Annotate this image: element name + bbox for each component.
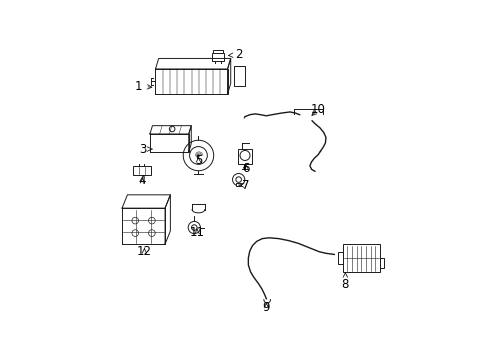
Text: 12: 12 (137, 245, 152, 258)
Circle shape (148, 230, 155, 237)
Circle shape (192, 225, 197, 230)
Circle shape (233, 174, 245, 186)
Circle shape (188, 221, 200, 234)
Bar (133, 166, 150, 175)
Circle shape (240, 150, 250, 161)
Text: 10: 10 (310, 103, 325, 116)
Circle shape (170, 126, 175, 132)
Text: 1: 1 (135, 80, 152, 93)
Text: 9: 9 (263, 301, 270, 314)
Circle shape (148, 217, 155, 224)
Bar (338, 252, 343, 264)
Bar (212, 53, 224, 61)
Bar (234, 67, 245, 86)
Circle shape (236, 177, 242, 183)
Text: 8: 8 (342, 273, 349, 291)
Text: 5: 5 (195, 154, 202, 167)
Bar (343, 244, 380, 272)
Bar (213, 50, 223, 53)
Circle shape (132, 217, 139, 224)
Text: 2: 2 (228, 48, 243, 61)
Text: 7: 7 (239, 179, 249, 192)
Bar (380, 258, 384, 268)
Circle shape (183, 140, 214, 171)
Text: 6: 6 (242, 162, 249, 175)
Circle shape (190, 147, 207, 164)
Bar (237, 183, 241, 186)
Text: 3: 3 (139, 143, 152, 156)
Bar (238, 149, 252, 164)
Text: 11: 11 (190, 226, 204, 239)
Text: 4: 4 (139, 175, 146, 188)
Circle shape (132, 230, 139, 237)
